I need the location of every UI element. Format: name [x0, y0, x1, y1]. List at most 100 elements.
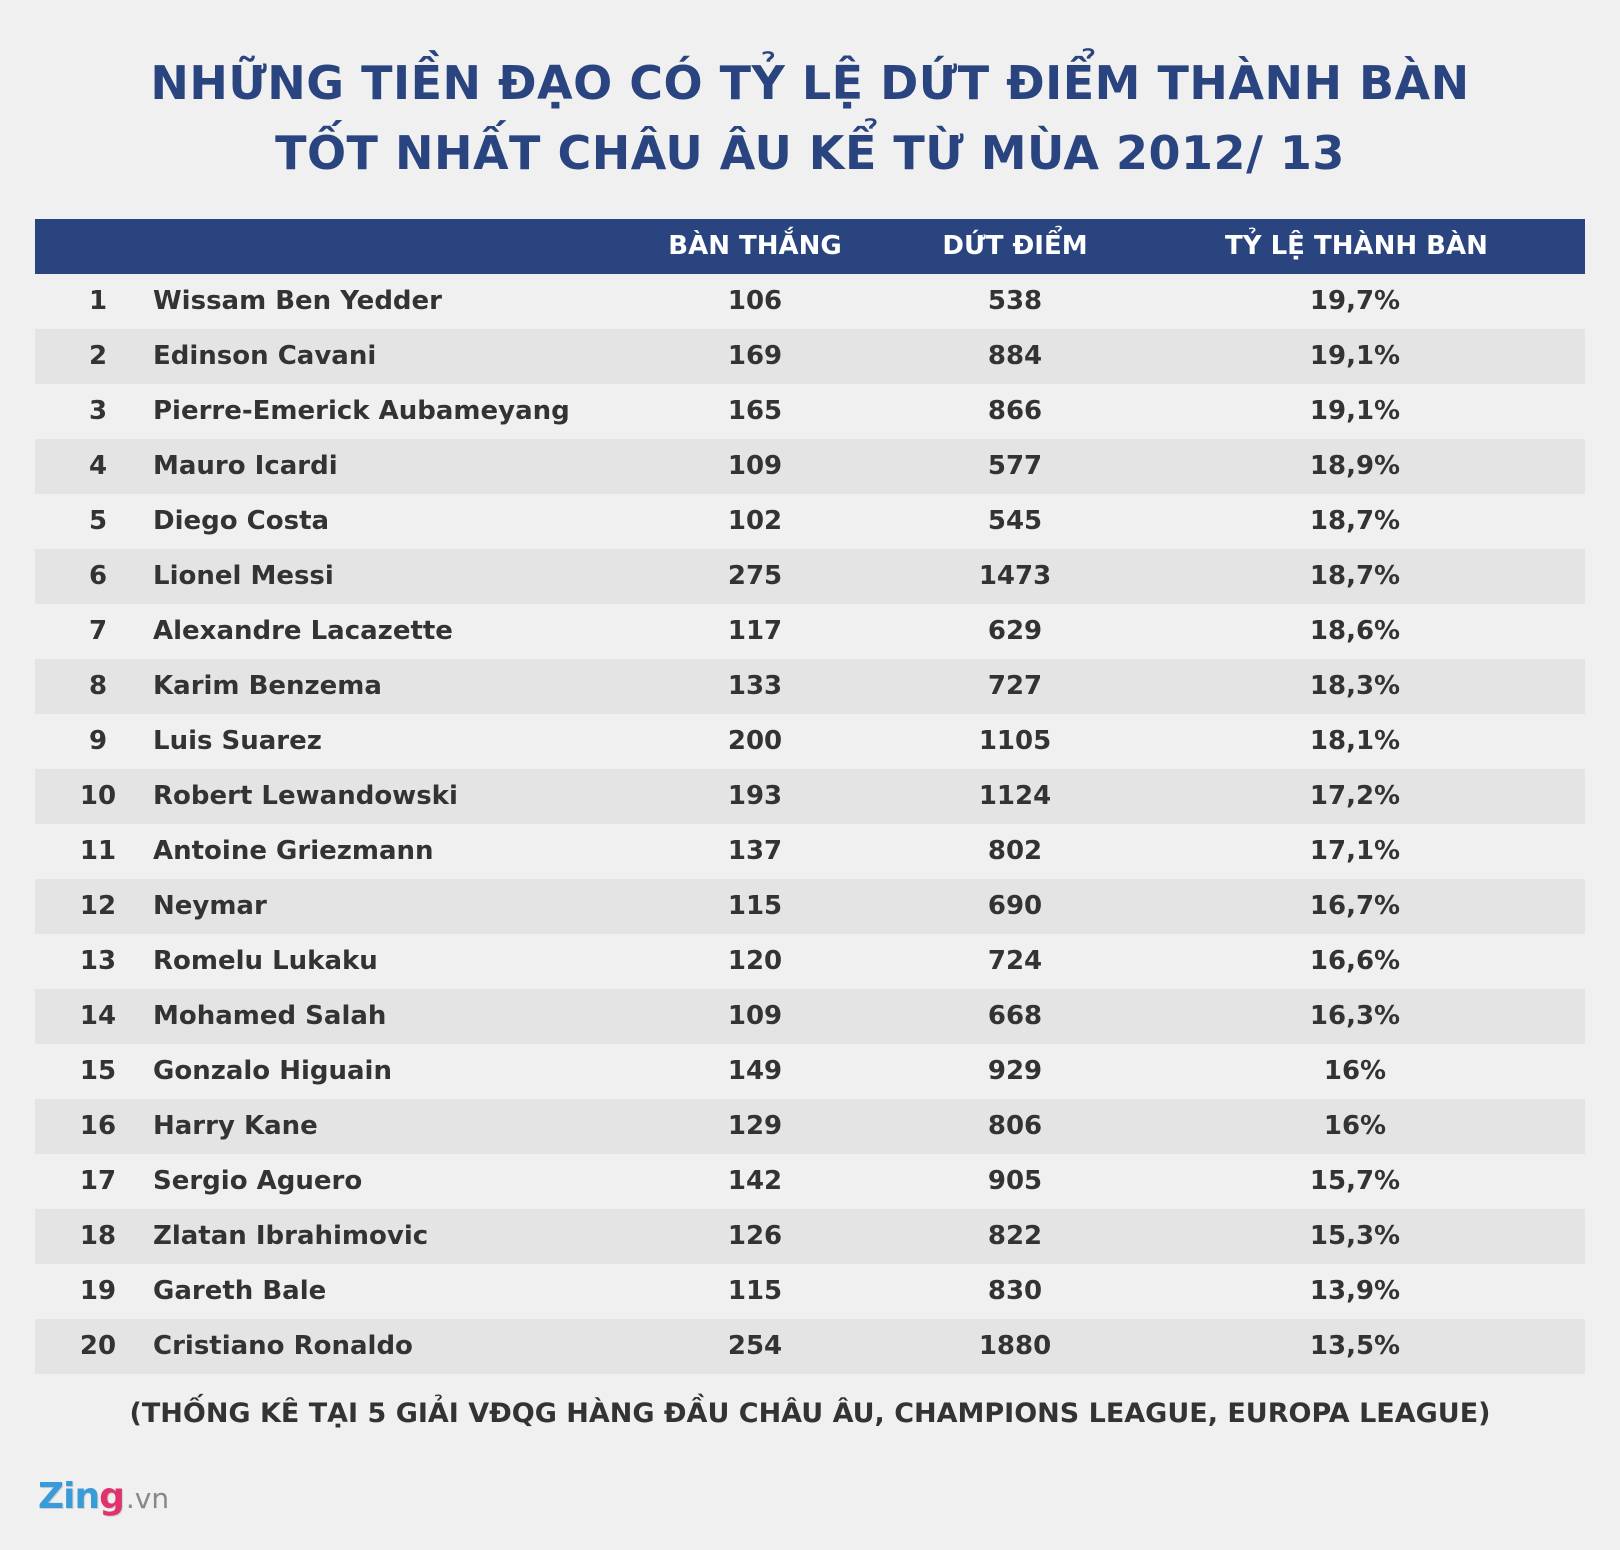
rank-cell: 14: [79, 1001, 117, 1031]
player-name-cell: Romelu Lukaku: [153, 946, 378, 976]
player-name-cell: Mohamed Salah: [153, 1001, 387, 1031]
conversion-rate-cell: 16,3%: [1309, 1001, 1401, 1031]
table-row: 1 Wissam Ben Yedder 106 538 19,7%: [35, 274, 1585, 329]
table-row: 19 Gareth Bale 115 830 13,9%: [35, 1264, 1585, 1319]
rank-cell: 8: [88, 671, 108, 701]
goals-cell: 120: [727, 946, 783, 976]
rank-cell: 4: [88, 451, 108, 481]
goals-cell: 169: [727, 341, 783, 371]
shots-cell: 1105: [978, 726, 1052, 756]
rank-cell: 13: [79, 946, 117, 976]
player-name-cell: Edinson Cavani: [153, 341, 377, 371]
rank-cell: 17: [79, 1166, 117, 1196]
conversion-rate-cell: 16%: [1323, 1056, 1387, 1086]
rank-cell: 10: [79, 781, 117, 811]
conversion-rate-cell: 19,1%: [1309, 341, 1401, 371]
player-name-cell: Luis Suarez: [153, 726, 322, 756]
player-name-cell: Wissam Ben Yedder: [153, 286, 442, 316]
conversion-rate-cell: 18,7%: [1309, 506, 1401, 536]
stats-table: BÀN THẮNG DỨT ĐIỂM TỶ LỆ THÀNH BÀN 1 Wiss…: [35, 219, 1585, 1374]
table-row: 10 Robert Lewandowski 193 1124 17,2%: [35, 769, 1585, 824]
goals-cell: 129: [727, 1111, 783, 1141]
player-name-cell: Gonzalo Higuain: [153, 1056, 392, 1086]
conversion-rate-cell: 16%: [1323, 1111, 1387, 1141]
shots-cell: 905: [987, 1166, 1043, 1196]
table-row: 3 Pierre-Emerick Aubameyang 165 866 19,1%: [35, 384, 1585, 439]
conversion-rate-cell: 17,1%: [1309, 836, 1401, 866]
player-name-cell: Mauro Icardi: [153, 451, 338, 481]
shots-cell: 822: [987, 1221, 1043, 1251]
title-line-1: NHỮNG TIỀN ĐẠO CÓ TỶ LỆ DỨT ĐIỂM THÀNH B…: [150, 56, 1470, 110]
rank-cell: 5: [88, 506, 108, 536]
logo-brand: Zing: [38, 1476, 125, 1517]
conversion-rate-cell: 16,7%: [1309, 891, 1401, 921]
shots-cell: 545: [987, 506, 1043, 536]
goals-cell: 109: [727, 451, 783, 481]
shots-cell: 668: [987, 1001, 1043, 1031]
shots-cell: 1124: [978, 781, 1052, 811]
table-row: 14 Mohamed Salah 109 668 16,3%: [35, 989, 1585, 1044]
goals-cell: 254: [727, 1331, 783, 1361]
goals-cell: 102: [727, 506, 783, 536]
player-name-cell: Neymar: [153, 891, 267, 921]
conversion-rate-cell: 15,3%: [1309, 1221, 1401, 1251]
table-row: 11 Antoine Griezmann 137 802 17,1%: [35, 824, 1585, 879]
shots-cell: 866: [987, 396, 1043, 426]
rank-cell: 7: [88, 616, 108, 646]
conversion-rate-cell: 19,1%: [1309, 396, 1401, 426]
title-line-2: TỐT NHẤT CHÂU ÂU KỂ TỪ MÙA 2012/ 13: [275, 126, 1345, 180]
goals-cell: 106: [727, 286, 783, 316]
shots-cell: 830: [987, 1276, 1043, 1306]
rank-cell: 15: [79, 1056, 117, 1086]
shots-cell: 884: [987, 341, 1043, 371]
player-name-cell: Alexandre Lacazette: [153, 616, 453, 646]
goals-cell: 117: [727, 616, 783, 646]
conversion-rate-cell: 15,7%: [1309, 1166, 1401, 1196]
goals-cell: 133: [727, 671, 783, 701]
rank-cell: 12: [79, 891, 117, 921]
rank-cell: 3: [88, 396, 108, 426]
player-name-cell: Sergio Aguero: [153, 1166, 363, 1196]
goals-cell: 115: [727, 891, 783, 921]
conversion-rate-cell: 13,9%: [1309, 1276, 1401, 1306]
footnote: (THỐNG KÊ TẠI 5 GIẢI VĐQG HÀNG ĐẦU CHÂU …: [129, 1398, 1491, 1429]
player-name-cell: Harry Kane: [153, 1111, 318, 1141]
table-row: 9 Luis Suarez 200 1105 18,1%: [35, 714, 1585, 769]
column-header-rate: TỶ LỆ THÀNH BÀN: [1225, 231, 1488, 261]
goals-cell: 142: [727, 1166, 783, 1196]
goals-cell: 126: [727, 1221, 783, 1251]
player-name-cell: Antoine Griezmann: [153, 836, 434, 866]
goals-cell: 115: [727, 1276, 783, 1306]
goals-cell: 193: [727, 781, 783, 811]
column-header-shots: DỨT ĐIỂM: [942, 231, 1088, 261]
shots-cell: 727: [987, 671, 1043, 701]
shots-cell: 1880: [978, 1331, 1052, 1361]
table-row: 12 Neymar 115 690 16,7%: [35, 879, 1585, 934]
player-name-cell: Diego Costa: [153, 506, 330, 536]
rank-cell: 19: [79, 1276, 117, 1306]
rank-cell: 11: [79, 836, 117, 866]
rank-cell: 16: [79, 1111, 117, 1141]
zing-logo: Zing .vn: [38, 1476, 169, 1520]
logo-brand-accent: g: [99, 1476, 125, 1517]
table-row: 7 Alexandre Lacazette 117 629 18,6%: [35, 604, 1585, 659]
shots-cell: 629: [987, 616, 1043, 646]
shots-cell: 690: [987, 891, 1043, 921]
shots-cell: 802: [987, 836, 1043, 866]
rank-cell: 6: [88, 561, 108, 591]
player-name-cell: Pierre-Emerick Aubameyang: [153, 396, 570, 426]
player-name-cell: Robert Lewandowski: [153, 781, 458, 811]
player-name-cell: Cristiano Ronaldo: [153, 1331, 413, 1361]
player-name-cell: Karim Benzema: [153, 671, 382, 701]
conversion-rate-cell: 18,6%: [1309, 616, 1401, 646]
rank-cell: 2: [88, 341, 108, 371]
rank-cell: 18: [79, 1221, 117, 1251]
column-header-goals: BÀN THẮNG: [668, 231, 842, 261]
table-row: 18 Zlatan Ibrahimovic 126 822 15,3%: [35, 1209, 1585, 1264]
goals-cell: 137: [727, 836, 783, 866]
shots-cell: 724: [987, 946, 1043, 976]
rank-cell: 1: [88, 286, 108, 316]
logo-brand-main: Zin: [38, 1476, 100, 1517]
table-row: 5 Diego Costa 102 545 18,7%: [35, 494, 1585, 549]
table-body: 1 Wissam Ben Yedder 106 538 19,7% 2 Edinson Ca…: [35, 274, 1585, 1374]
